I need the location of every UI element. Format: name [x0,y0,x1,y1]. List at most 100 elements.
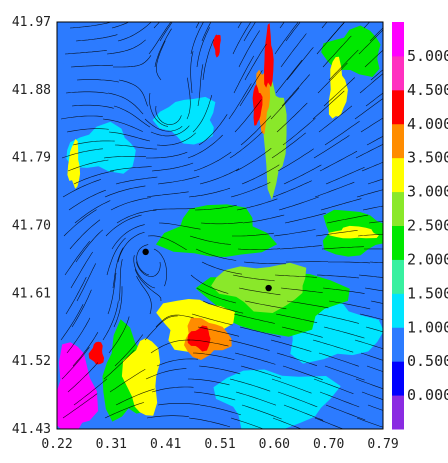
streamline [64,241,91,276]
colorbar-label: 2.500 [407,217,448,235]
streamline [153,248,168,287]
streamline [151,162,194,172]
streamline [200,222,243,225]
streamline [275,313,318,323]
streamline [281,74,310,107]
streamline [359,313,383,321]
streamline [240,365,282,379]
streamline [236,198,278,211]
streamline [156,358,199,367]
streamline [320,198,362,211]
streamline [75,229,104,263]
streamline [157,175,200,185]
streamline [158,222,201,230]
streamline [152,208,195,211]
streamline [118,79,148,107]
streamline [154,28,172,68]
streamline [239,70,263,107]
streamline [110,197,151,211]
streamline [370,69,383,81]
streamline [274,274,317,278]
streamline [190,22,204,55]
streamline [70,251,93,289]
streamline [319,150,358,172]
streamline [238,30,260,68]
streamline [318,105,353,133]
marker-point [265,284,272,292]
streamline [283,404,324,421]
streamline [239,326,281,338]
streamline [150,125,190,137]
streamline [146,415,189,419]
streamline [328,300,371,310]
streamline [111,224,145,250]
streamline [286,300,329,309]
streamline [354,339,383,350]
streamline [117,232,145,263]
contour-region [66,121,136,174]
streamline [192,95,213,133]
streamline [317,62,348,94]
streamline [156,40,166,81]
streamline [270,87,300,120]
streamline [71,104,114,109]
y-tick-label: 41.61 [12,286,51,301]
streamline [109,166,152,172]
streamline [106,237,126,276]
colorbar-label: 1.500 [407,284,448,302]
streamline [113,55,152,68]
streamline [233,55,255,94]
streamline [360,117,383,133]
streamline [279,245,322,250]
streamline [66,128,109,133]
streamline [134,269,162,302]
streamline [60,115,103,120]
streamline [232,232,274,237]
colorbar-swatch [392,55,404,91]
streamline [271,132,306,159]
streamline [104,185,146,198]
streamline [241,404,282,420]
streamline [230,417,265,429]
streamline [229,131,263,159]
y-tick-label: 41.97 [12,15,51,30]
contour-region [57,342,99,429]
streamline [234,352,276,365]
marker-point [142,248,149,256]
marker-points [142,248,272,292]
streamline [317,313,359,324]
streamline [117,22,152,42]
streamline [314,181,355,198]
streamline [107,92,144,115]
streamline [274,22,299,55]
streamline [199,168,240,185]
streamline [325,404,366,421]
colorbar-label: 5.000 [407,47,448,65]
streamline [115,388,155,406]
streamline [328,261,371,264]
streamline [322,287,365,294]
streamline [359,73,383,94]
streamline [328,49,359,81]
contour-region [213,369,341,429]
y-tick-label: 41.52 [12,354,51,369]
streamline [319,391,360,408]
streamline [102,118,143,132]
streamline [148,22,172,55]
streamline [241,164,280,185]
streamline [187,134,223,159]
streamline [62,393,98,419]
y-tick-label: 41.79 [12,151,51,166]
y-tick-label: 41.43 [12,422,51,437]
streamline [357,233,383,237]
streamline [280,287,323,293]
streamline [198,114,228,146]
streamline [61,347,90,380]
streamline [69,219,101,250]
streamline [188,187,231,198]
streamline [364,287,383,292]
contour-region [57,89,91,124]
streamline [157,403,200,406]
plot-frame [56,21,384,430]
